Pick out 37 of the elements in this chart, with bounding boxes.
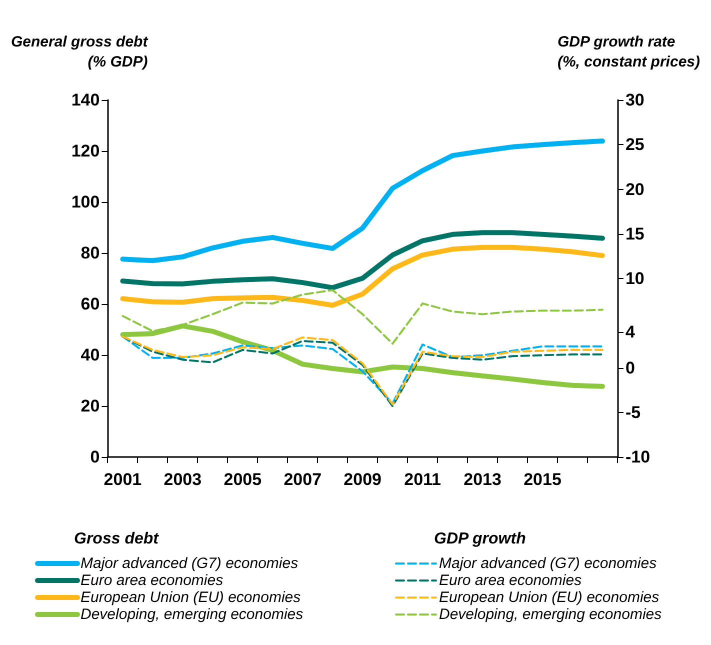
legend-label: Major advanced (G7) economies [80,555,299,572]
y-tick-label: 140 [71,90,100,110]
y-tick-label: 20 [80,396,100,416]
x-tick-label: 2009 [344,470,382,489]
y-tick-label: 80 [80,244,100,262]
legend-label: Euro area economies [439,572,582,589]
x-tick-label: 2013 [464,470,502,489]
y2-axis-title: GDP growth rate (%, constant prices) [557,34,700,70]
y2-tick-label: 15 [625,224,644,244]
legend-label: European Union (EU) economies [80,589,302,606]
legend-label: Developing, emerging economies [80,606,304,623]
x-tick-label: 2007 [284,470,322,489]
x-tick-label: 2001 [104,470,142,489]
x-tick-label: 2005 [224,470,262,489]
text: GDP growth [434,530,526,548]
y2-tick-label: 4 [625,322,636,342]
legend-label: Developing, emerging economies [439,606,662,623]
y-tick-label: 0 [90,448,100,466]
text: Gross debt [74,530,160,548]
x-tick-label: 2003 [164,470,202,489]
y-tick-label: 60 [80,294,100,314]
legend-label: Major advanced (G7) economies [439,555,658,572]
x-tick-label: 2011 [404,470,442,489]
y2-tick-label: -5 [625,402,641,422]
y2-tick-label: 30 [625,90,644,110]
y2-tick-label: 10 [625,269,644,288]
y2-tick-label: -10 [625,448,650,466]
legend-label: European Union (EU) economies [439,589,660,606]
y2-tick-label: 0 [625,358,635,378]
y-axis-title: General gross debt (% GDP) [10,34,149,70]
y2-tick-label: 20 [625,180,644,199]
y-tick-label: 120 [71,142,100,160]
x-tick-label: 2015 [524,470,562,489]
y2-tick-label: 25 [625,135,644,154]
y-tick-label: 100 [71,192,100,212]
legend-label: Euro area economies [80,572,224,589]
y-tick-label: 40 [80,346,100,364]
